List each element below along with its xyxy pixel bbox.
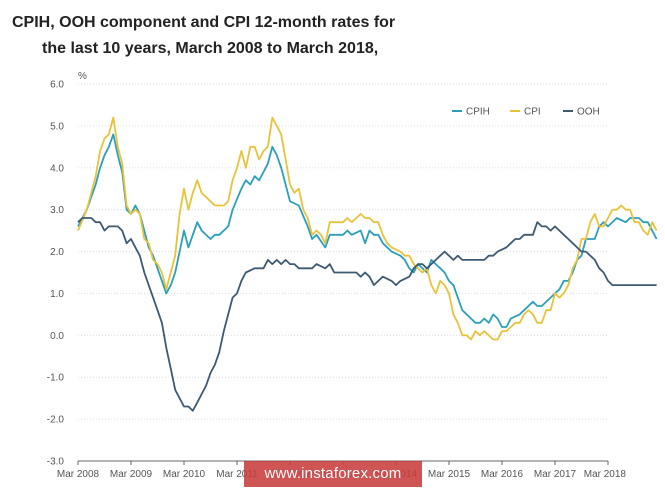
watermark: www.instaforex.com (244, 461, 422, 487)
y-tick-label: 4.0 (50, 163, 64, 174)
x-tick-label: Mar 2009 (110, 469, 153, 480)
y-tick-label: -3.0 (47, 457, 65, 468)
y-tick-label: 0.0 (50, 331, 64, 342)
x-tick-label: Mar 2017 (534, 469, 577, 480)
y-tick-label: 6.0 (50, 80, 64, 91)
legend-label-ooh: OOH (577, 107, 600, 118)
title-line-1: CPIH, OOH component and CPI 12-month rat… (12, 14, 396, 31)
x-tick-label: Mar 2015 (428, 469, 471, 480)
series-cpih-line (77, 133, 658, 328)
y-tick-label: 2.0 (50, 247, 64, 258)
x-tick-label: Mar 2011 (216, 469, 258, 480)
series-ooh-line (77, 217, 657, 412)
y-axis: 6.0 5.0 4.0 3.0 2.0 1.0 0.0 -1.0 -2.0 -3.0% (47, 71, 87, 468)
series-cpi-line (77, 116, 658, 341)
legend-label-cpi: CPI (524, 107, 541, 118)
y-tick-label: 3.0 (50, 205, 64, 216)
legend: CPIH CPI OOH (452, 107, 600, 118)
y-tick-label: 1.0 (50, 289, 64, 300)
x-tick-label: Mar 2010 (163, 469, 206, 480)
x-tick-label: Mar 2018 (584, 469, 627, 480)
title-line-2: the last 10 years, March 2008 to March 2… (42, 40, 379, 57)
x-tick-label: Mar 2008 (57, 469, 100, 480)
x-tick-label: Mar 2016 (481, 469, 524, 480)
series-lines (77, 116, 658, 412)
y-tick-label: 5.0 (50, 121, 64, 132)
legend-label-cpih: CPIH (466, 107, 490, 118)
y-tick-label: -1.0 (47, 373, 65, 384)
y-axis-label: % (78, 71, 87, 82)
y-tick-label: -2.0 (47, 415, 65, 426)
chart-title: CPIH, OOH component and CPI 12-month rat… (12, 10, 432, 62)
